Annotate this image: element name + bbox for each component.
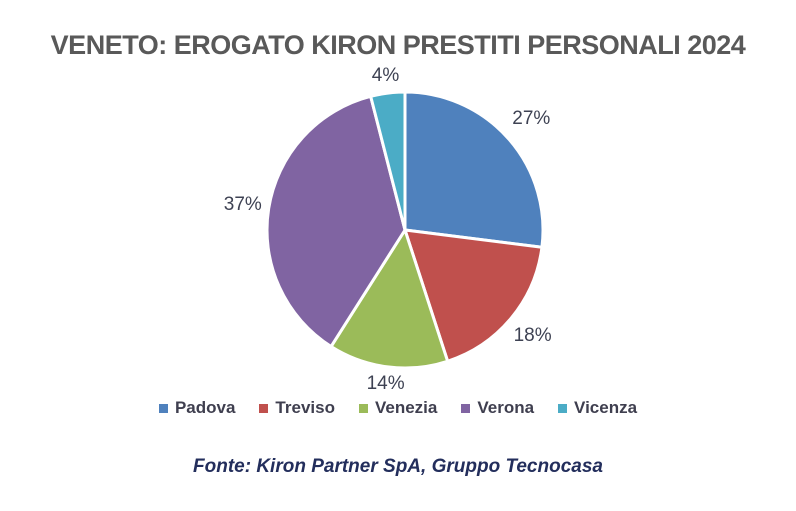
- legend-item-treviso: Treviso: [259, 398, 335, 418]
- legend-swatch-verona: [461, 403, 471, 413]
- legend-label-venezia: Venezia: [374, 398, 438, 417]
- legend-swatch-treviso: [259, 403, 269, 413]
- legend-label-vicenza: Vicenza: [574, 398, 638, 417]
- pie-slice-vicenza: [368, 90, 407, 231]
- pie-value-label-vicenza: 4%: [372, 65, 400, 86]
- legend-label-treviso: Treviso: [275, 398, 335, 417]
- legend-item-verona: Verona: [461, 398, 534, 418]
- pie-value-label-venezia: 14%: [367, 373, 405, 394]
- legend-item-vicenza: Vicenza: [558, 398, 637, 418]
- legend-label-padova: Padova: [174, 398, 236, 417]
- source-note: Fonte: Kiron Partner SpA, Gruppo Tecnoca…: [193, 456, 603, 477]
- legend-swatch-vicenza: [558, 403, 568, 413]
- pie-value-label-padova: 27%: [512, 108, 550, 129]
- pie-slice-padova: [403, 90, 545, 249]
- pie-value-label-treviso: 18%: [514, 325, 552, 346]
- legend-swatch-venezia: [358, 403, 368, 413]
- pie-slice-venezia: [328, 226, 450, 370]
- pie-value-label-verona: 37%: [224, 194, 262, 215]
- legend-swatch-padova: [158, 403, 168, 413]
- legend: Padova Treviso Venezia Verona Vicenza: [0, 398, 796, 418]
- chart-title: VENETO: EROGATO KIRON PRESTITI PERSONALI…: [50, 30, 746, 60]
- legend-item-venezia: Venezia: [358, 398, 438, 418]
- legend-label-verona: Verona: [477, 398, 535, 417]
- pie-slice-treviso: [402, 228, 544, 364]
- legend-item-padova: Padova: [158, 398, 236, 418]
- pie-slice-verona: [265, 94, 407, 349]
